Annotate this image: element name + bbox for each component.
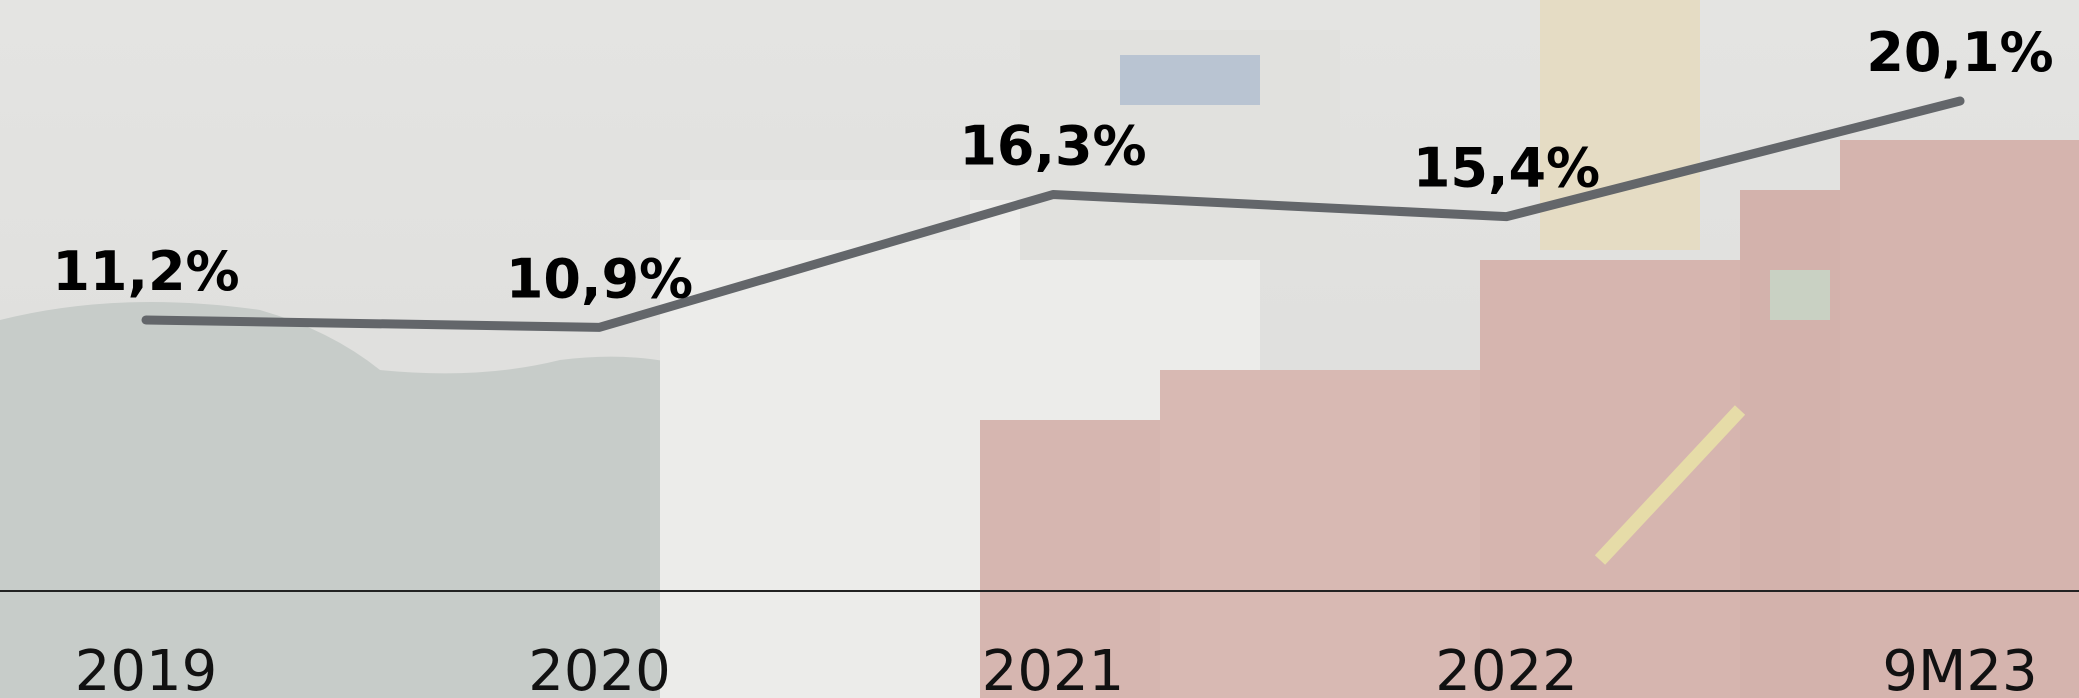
value-label: 20,1% xyxy=(1866,21,2053,84)
value-label: 15,4% xyxy=(1413,137,1600,200)
x-tick-label: 2022 xyxy=(1435,639,1578,698)
value-label: 10,9% xyxy=(506,247,693,310)
value-label: 11,2% xyxy=(52,240,239,303)
x-tick-label: 2021 xyxy=(982,639,1125,698)
x-tick-label: 2019 xyxy=(75,639,218,698)
line xyxy=(141,96,1965,332)
x-tick-label: 2020 xyxy=(528,639,671,698)
x-tick-label: 9M23 xyxy=(1882,639,2037,698)
value-label: 16,3% xyxy=(959,115,1146,178)
